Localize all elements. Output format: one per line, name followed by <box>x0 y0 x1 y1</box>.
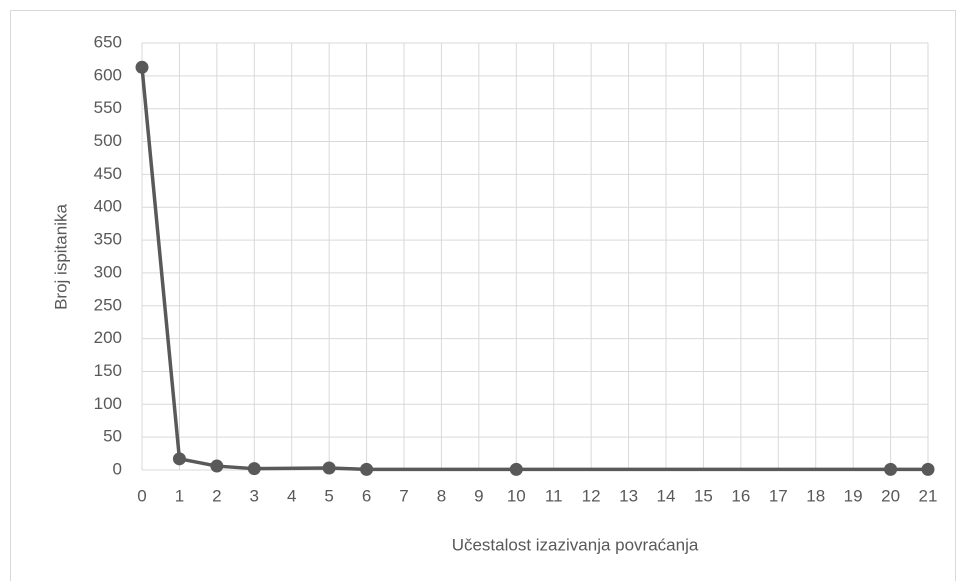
y-tick-label: 150 <box>94 361 122 380</box>
x-tick-label: 16 <box>731 486 750 505</box>
data-point <box>172 452 186 466</box>
x-tick-label: 8 <box>437 486 446 505</box>
x-tick-label: 11 <box>545 486 563 505</box>
x-tick-label: 18 <box>806 486 825 505</box>
x-tick-label: 10 <box>507 486 526 505</box>
x-tick-label: 14 <box>657 486 676 505</box>
data-point <box>247 462 261 476</box>
y-tick-label: 100 <box>94 394 122 413</box>
x-tick-label: 12 <box>582 486 601 505</box>
y-tick-label: 250 <box>94 295 122 314</box>
chart-border <box>10 10 956 581</box>
x-tick-label: 3 <box>250 486 259 505</box>
data-point <box>135 60 149 74</box>
y-tick-label: 50 <box>103 427 122 446</box>
y-tick-label: 0 <box>113 459 122 478</box>
y-tick-label: 650 <box>94 32 122 51</box>
y-axis-label: Broj ispitanika <box>51 204 70 310</box>
x-tick-label: 20 <box>881 486 900 505</box>
y-tick-label: 500 <box>94 131 122 150</box>
data-point <box>921 462 935 476</box>
data-point <box>509 462 523 476</box>
y-tick-label: 300 <box>94 262 122 281</box>
data-point <box>322 461 336 475</box>
y-tick-label: 450 <box>94 164 122 183</box>
x-tick-label: 6 <box>362 486 371 505</box>
x-tick-label: 1 <box>175 486 184 505</box>
x-tick-label: 9 <box>474 486 483 505</box>
data-point <box>210 459 224 473</box>
data-point <box>884 462 898 476</box>
y-tick-label: 600 <box>94 65 122 84</box>
x-tick-label: 4 <box>287 486 296 505</box>
x-tick-label: 17 <box>769 486 788 505</box>
x-tick-label: 13 <box>619 486 638 505</box>
x-tick-label: 15 <box>694 486 713 505</box>
y-tick-label: 200 <box>94 328 122 347</box>
y-tick-label: 400 <box>94 197 122 216</box>
x-tick-label: 2 <box>212 486 221 505</box>
x-tick-label: 21 <box>919 486 938 505</box>
x-tick-label: 19 <box>844 486 863 505</box>
x-tick-label: 0 <box>137 486 146 505</box>
data-point <box>360 462 374 476</box>
x-tick-label: 5 <box>324 486 333 505</box>
x-tick-label: 7 <box>399 486 408 505</box>
y-tick-label: 550 <box>94 98 122 117</box>
y-tick-label: 350 <box>94 230 122 249</box>
x-axis-label: Učestalost izazivanja povraćanja <box>452 535 699 554</box>
